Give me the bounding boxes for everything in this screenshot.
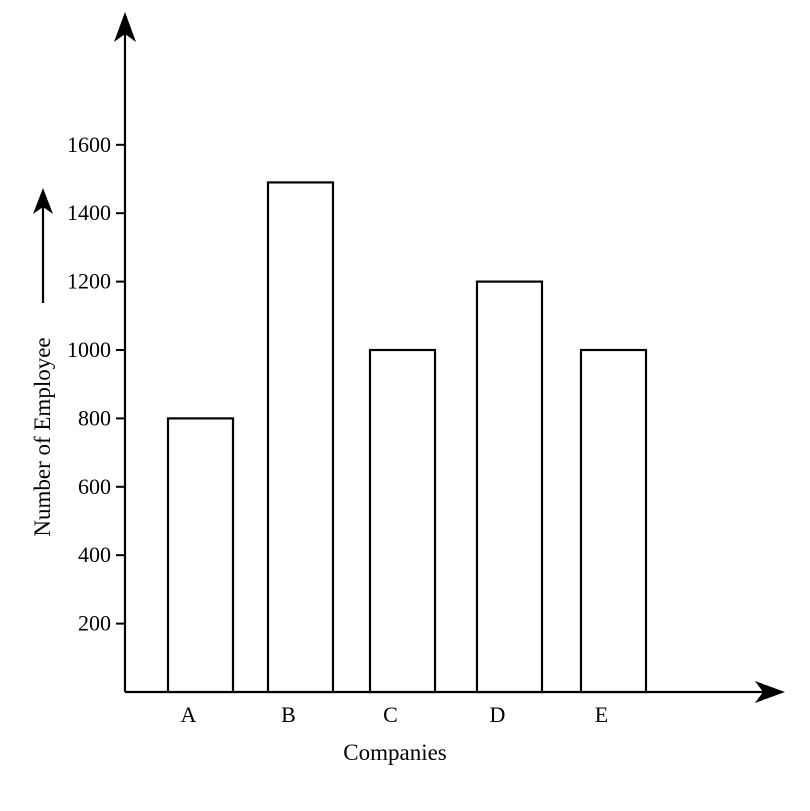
x-tick-label-d: D: [490, 702, 506, 727]
y-tick-label: 1600: [67, 132, 111, 157]
x-tick-label-c: C: [383, 702, 398, 727]
y-ticks: 200 400 600 800 1000 1200 1400 1600: [67, 132, 125, 636]
x-tick-label-a: A: [181, 702, 197, 727]
bar-e: [579, 348, 648, 694]
y-tick-label: 800: [78, 405, 111, 430]
y-tick-label: 1400: [67, 200, 111, 225]
x-tick-label-b: B: [281, 702, 296, 727]
x-tick-label-e: E: [595, 702, 608, 727]
bars: [166, 181, 648, 694]
bar-a: [166, 417, 235, 694]
y-tick-label: 200: [78, 611, 111, 636]
y-tick-label: 1200: [67, 269, 111, 294]
y-axis-arrow-icon: [114, 12, 136, 42]
y-tick-label: 1000: [67, 337, 111, 362]
x-axis-title: Companies: [343, 740, 447, 765]
y-axis-title: Number of Employee: [30, 337, 55, 536]
bar-b: [266, 181, 335, 694]
y-tick-label: 400: [78, 542, 111, 567]
bar-d: [475, 280, 544, 694]
x-axis-arrow-icon: [755, 681, 785, 703]
x-tick-labels: A B C D E: [181, 702, 609, 727]
ylabel-arrow-icon: [33, 188, 53, 214]
y-tick-label: 600: [78, 474, 111, 499]
bar-c: [368, 348, 437, 694]
